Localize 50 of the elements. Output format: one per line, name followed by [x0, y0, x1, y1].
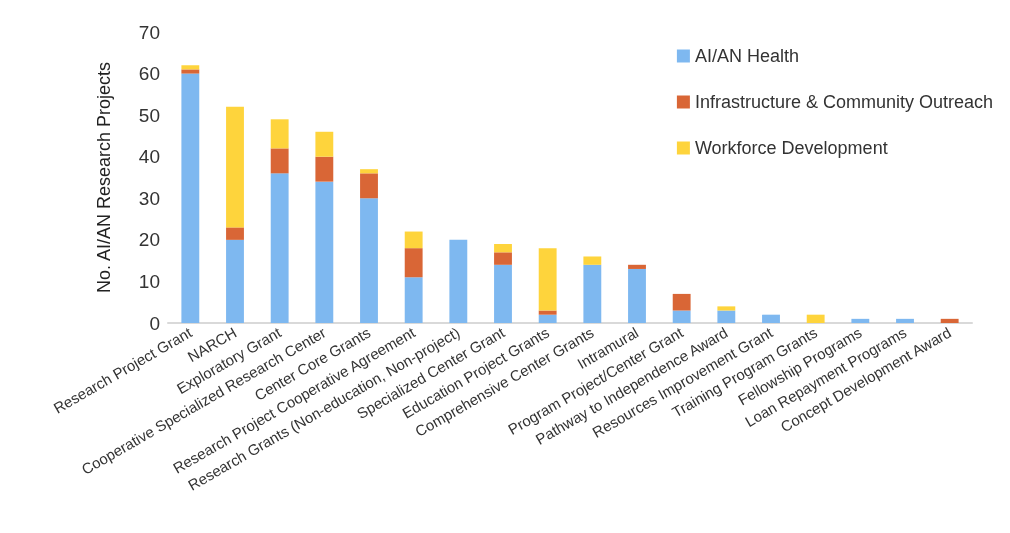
bar — [404, 231, 423, 249]
y-tick-label: 30 — [138, 187, 160, 209]
bar — [360, 198, 378, 323]
bar — [538, 314, 557, 323]
bar — [851, 318, 870, 323]
y-tick-label: 60 — [138, 63, 160, 85]
bar — [494, 244, 512, 253]
bar — [404, 248, 423, 278]
bar — [226, 227, 244, 240]
bar — [449, 239, 468, 323]
bar — [270, 119, 289, 149]
bar — [360, 169, 378, 174]
y-tick-label: 20 — [138, 229, 160, 251]
y-tick-label: 50 — [138, 104, 160, 126]
bar — [360, 173, 378, 199]
y-axis-title: No. AI/AN Research Projects — [94, 61, 114, 294]
y-tick-label: 10 — [138, 270, 160, 292]
legend-label: AI/AN Health — [694, 46, 799, 66]
bar — [583, 256, 602, 265]
bar — [181, 69, 200, 74]
bar — [628, 264, 646, 269]
bar — [315, 181, 334, 323]
bar — [806, 314, 825, 323]
bar — [672, 310, 691, 323]
y-tick-label: 0 — [149, 312, 160, 334]
legend-label: Workforce Development — [694, 138, 888, 158]
bar — [226, 239, 244, 323]
bar — [226, 106, 244, 228]
bar — [896, 318, 914, 323]
y-tick-label: 40 — [138, 146, 160, 168]
bar — [717, 310, 736, 323]
bar — [672, 293, 691, 311]
bar — [315, 156, 334, 182]
bar — [404, 277, 423, 323]
bar — [181, 65, 200, 70]
bar — [270, 148, 289, 174]
bar — [181, 73, 200, 323]
bar — [494, 264, 512, 323]
bar — [628, 268, 646, 323]
bar — [270, 173, 289, 323]
bar — [315, 131, 334, 157]
bar — [717, 306, 736, 311]
bar — [583, 264, 602, 323]
legend-label: Infrastructure & Community Outreach — [694, 92, 993, 112]
bar — [494, 252, 512, 265]
bar — [538, 310, 557, 315]
bar — [762, 314, 780, 323]
bar — [538, 248, 557, 311]
bar — [940, 318, 959, 323]
y-tick-label: 70 — [138, 21, 160, 43]
